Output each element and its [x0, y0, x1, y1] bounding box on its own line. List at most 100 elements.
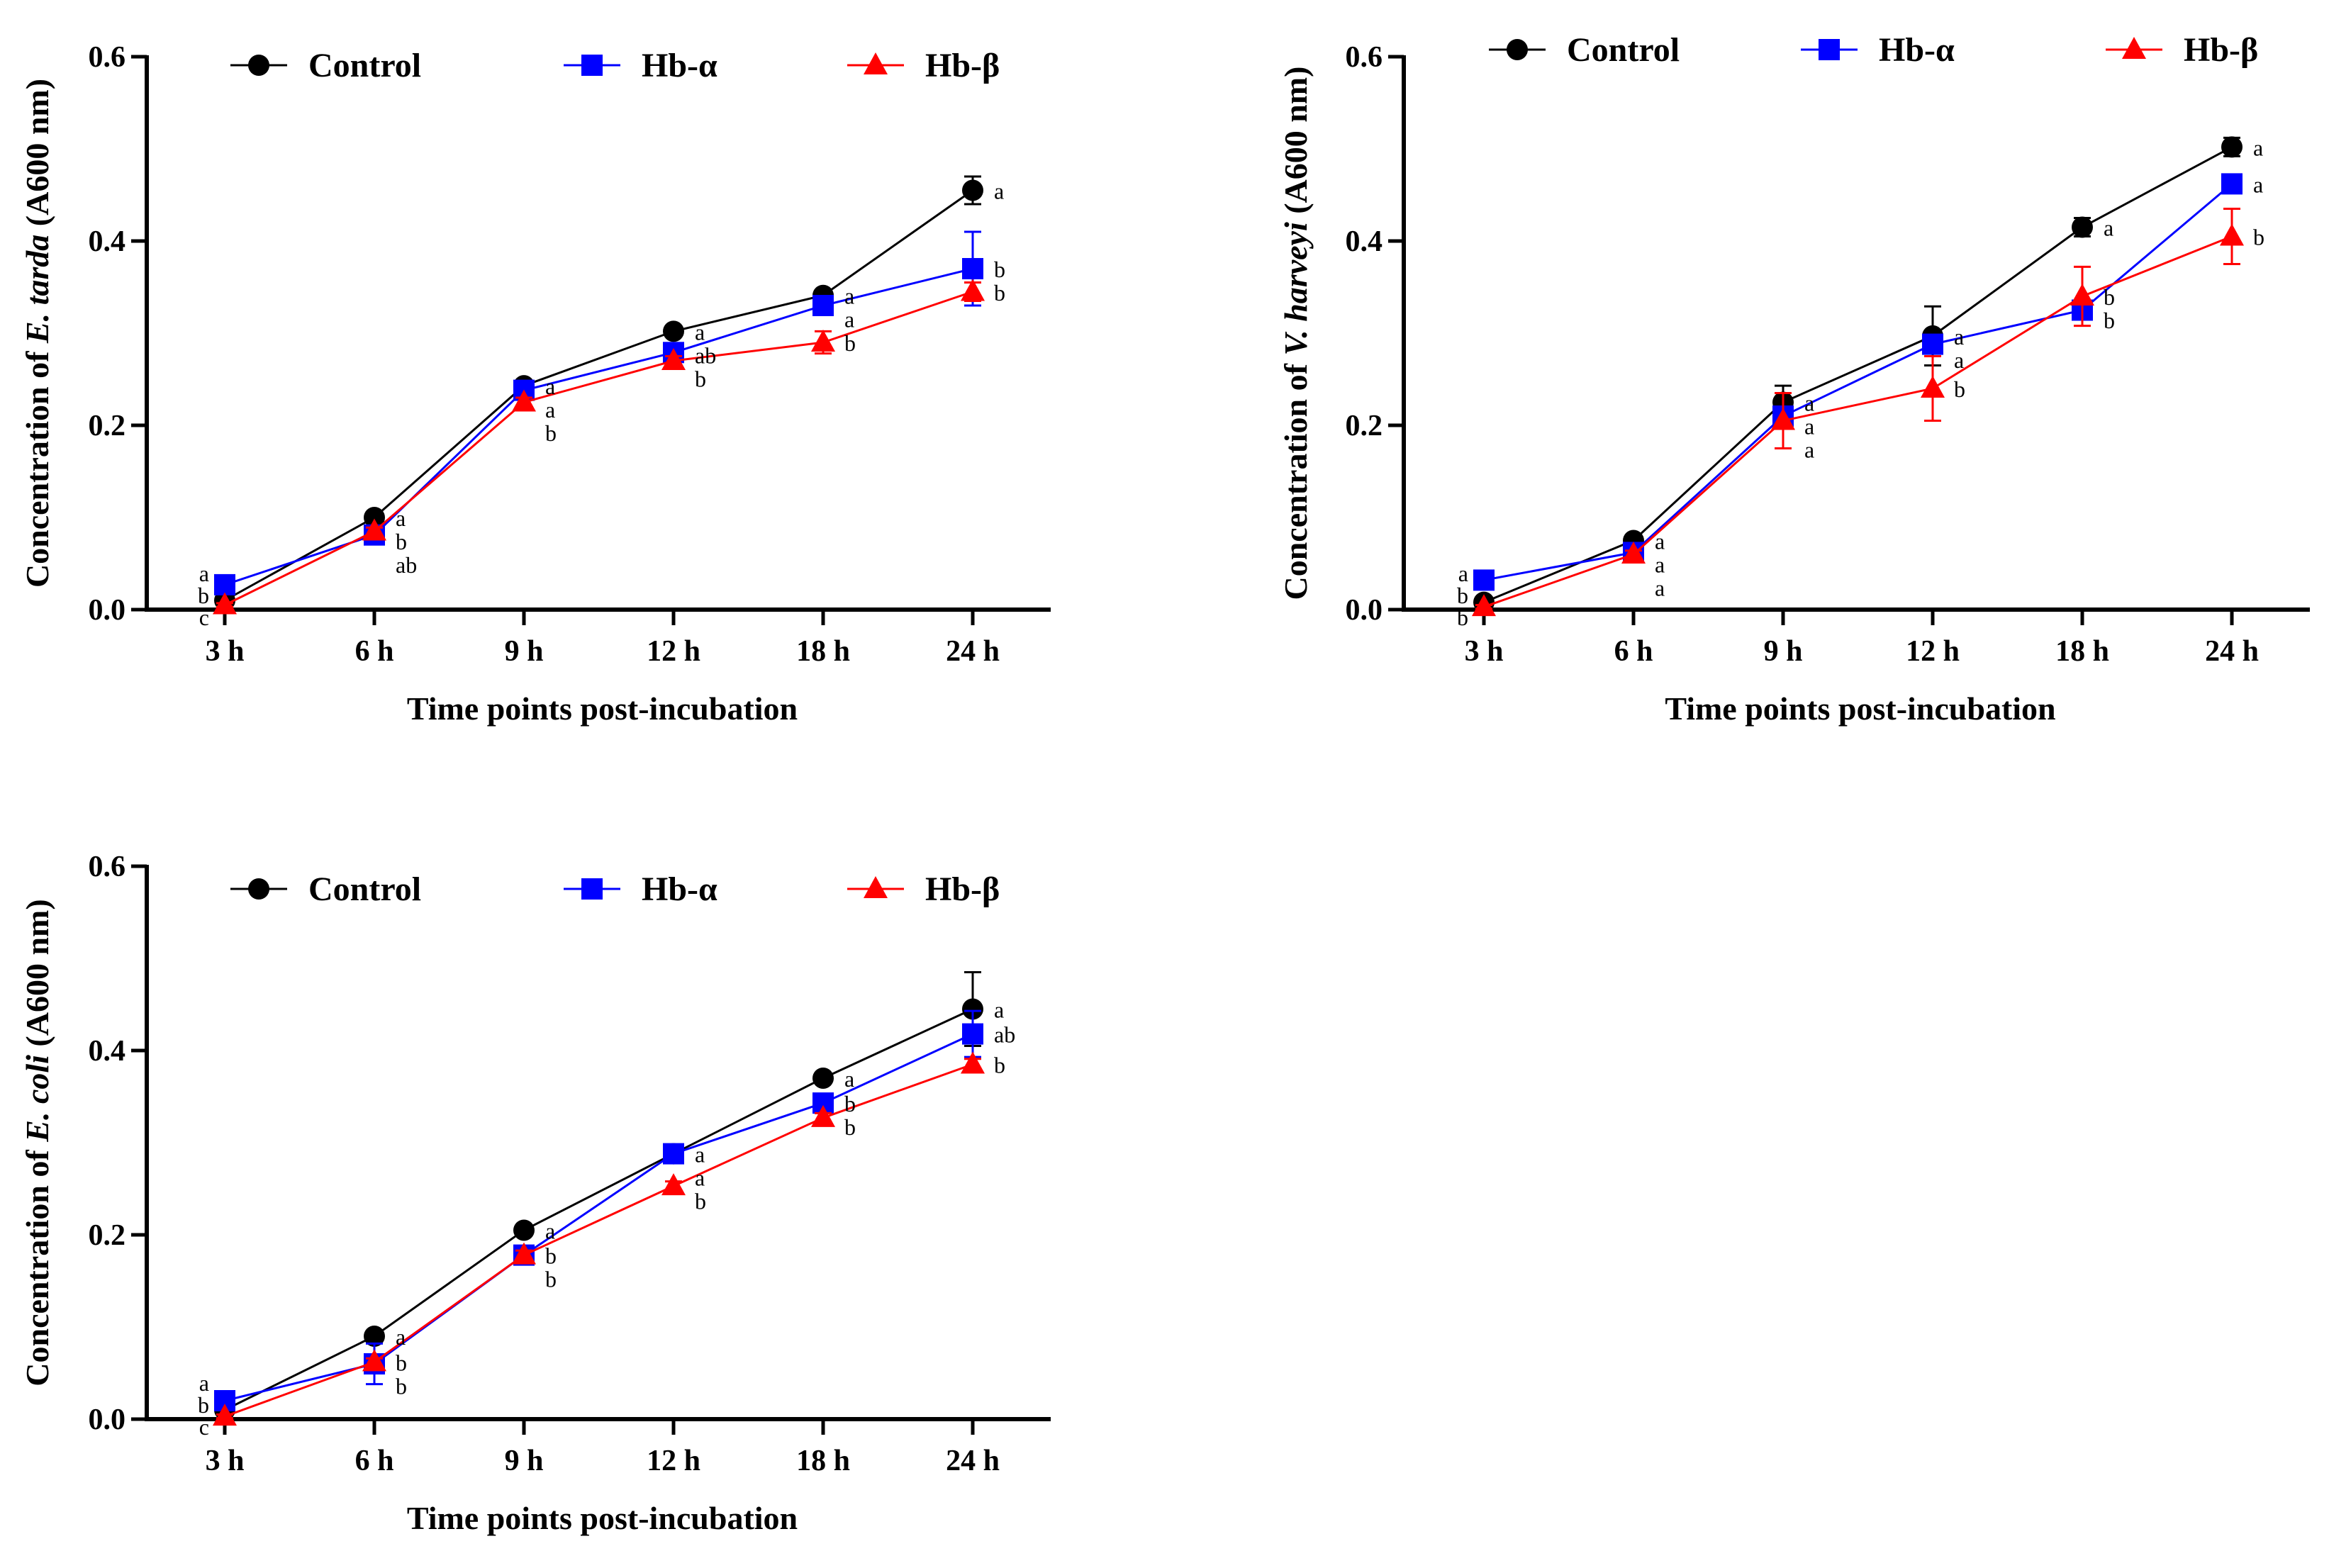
legend-label: Control: [308, 870, 421, 908]
x-tick-label: 6 h: [1614, 635, 1653, 668]
significance-letter: a: [396, 505, 406, 531]
series-line: [224, 1008, 973, 1411]
y-axis-title-suffix: (A600 nm): [19, 79, 55, 235]
y-axis-title-species: E. tarda: [19, 235, 55, 344]
legend-label: Hb-β: [925, 47, 1000, 84]
significance-letter: a: [1954, 324, 1964, 349]
x-tick-label: 24 h: [2205, 635, 2259, 668]
x-tick-label: 18 h: [2055, 635, 2109, 668]
data-point: [661, 1173, 686, 1196]
significance-letter: b: [1457, 583, 1468, 608]
x-tick-label: 12 h: [1906, 635, 1960, 668]
data-point: [811, 330, 835, 352]
data-point: [214, 573, 235, 595]
legend-entry-control: Control: [230, 870, 421, 908]
significance-letter: a: [2253, 172, 2263, 197]
significance-letter: b: [545, 1243, 557, 1269]
data-point: [1472, 594, 1496, 617]
x-tick-label: 18 h: [796, 635, 850, 668]
legend-marker: [581, 878, 603, 900]
chart-panel-v-harveyi: 0.0 0.2 0.4 0.6 3 h 6 h 9 h 12 h 18 h 24 h Time po…: [1278, 31, 2310, 727]
y-tick-label: 0.2: [89, 410, 126, 442]
series-line: [1483, 146, 2233, 603]
significance-letter: b: [844, 1091, 856, 1116]
series-line: [224, 1063, 973, 1418]
y-tick-label: 0.4: [89, 225, 126, 258]
significance-letter: a: [844, 307, 854, 332]
data-point: [364, 1326, 385, 1347]
x-tick-label: 6 h: [355, 635, 394, 668]
series-control: [214, 971, 983, 1421]
significance-letter: b: [396, 1373, 407, 1399]
significance-letter: b: [844, 330, 856, 356]
data-point: [213, 592, 237, 615]
legend-label: Hb-β: [925, 870, 1000, 908]
y-axis-title-prefix: Concentration of: [1278, 356, 1314, 600]
x-tick-label: 3 h: [206, 635, 245, 668]
series-hb: [1473, 173, 2243, 591]
significance-letter: ab: [695, 342, 716, 368]
significance-letter: b: [1954, 376, 1965, 402]
significance-letter: a: [545, 397, 555, 422]
y-axis-title-species: E. coli: [19, 1055, 55, 1143]
significance-letter: ab: [994, 1022, 1015, 1048]
data-point: [812, 295, 834, 316]
series-control: [214, 175, 983, 611]
series-line: [224, 189, 973, 602]
significance-letter: a: [1655, 552, 1665, 578]
data-point: [811, 1104, 835, 1127]
significance-letter: a: [1954, 347, 1964, 373]
x-tick-label: 9 h: [505, 635, 544, 668]
data-point: [362, 1349, 386, 1372]
significance-letter: a: [695, 1165, 705, 1191]
legend-entry-hb: Hb-α: [564, 870, 717, 908]
y-axis-title-suffix: (A600 nm): [1278, 66, 1314, 222]
significance-letter: a: [199, 1370, 209, 1396]
significance-letter: b: [695, 1189, 706, 1214]
data-point: [2221, 136, 2243, 158]
series-hb: [214, 230, 983, 595]
significance-letter: a: [994, 997, 1004, 1023]
y-tick-label: 0.6: [89, 851, 126, 883]
significance-letter: b: [994, 1053, 1005, 1078]
data-point: [661, 348, 686, 370]
legend-label: Hb-α: [642, 870, 717, 908]
y-tick-label: 0.6: [1346, 41, 1383, 74]
x-tick-label: 18 h: [796, 1445, 850, 1477]
legend-marker: [864, 52, 888, 74]
significance-letter: b: [2253, 225, 2264, 250]
data-point: [962, 998, 983, 1020]
significance-letter: b: [2104, 284, 2115, 310]
data-point: [1771, 408, 1795, 430]
legend-entry-hb: Hb-β: [2106, 31, 2258, 69]
legend-entry-control: Control: [1489, 31, 1680, 69]
significance-letter: a: [695, 1142, 705, 1167]
legend-label: Hb-α: [1879, 31, 1955, 69]
y-tick-label: 0.4: [1346, 225, 1383, 258]
significance-letter: a: [844, 1066, 854, 1092]
x-tick-label: 12 h: [647, 1445, 700, 1477]
significance-letter: a: [545, 1219, 555, 1244]
data-point: [512, 1242, 536, 1265]
y-axis-title: Concentration of E. tarda (A600 nm): [19, 79, 55, 588]
significance-letter: b: [198, 1392, 209, 1418]
x-axis-title: Time points post-incubation: [407, 1500, 798, 1536]
y-axis-title-suffix: (A600 nm): [19, 899, 55, 1055]
x-tick-label: 9 h: [505, 1445, 544, 1477]
data-point: [2221, 173, 2243, 195]
data-point: [961, 1051, 985, 1074]
legend-label: Hb-α: [642, 47, 717, 84]
data-point: [2072, 216, 2093, 238]
y-tick-label: 0.0: [1346, 594, 1383, 627]
series-hb: [213, 1051, 985, 1426]
significance-letter: c: [199, 1414, 209, 1440]
significance-letter: b: [396, 529, 407, 554]
significance-letter: b: [198, 583, 209, 608]
significance-letter: a: [1804, 437, 1814, 463]
series-line: [1483, 235, 2233, 608]
data-point: [1921, 376, 1945, 398]
x-tick-label: 3 h: [206, 1445, 245, 1477]
legend-marker: [248, 55, 269, 76]
significance-letter: a: [844, 284, 854, 309]
